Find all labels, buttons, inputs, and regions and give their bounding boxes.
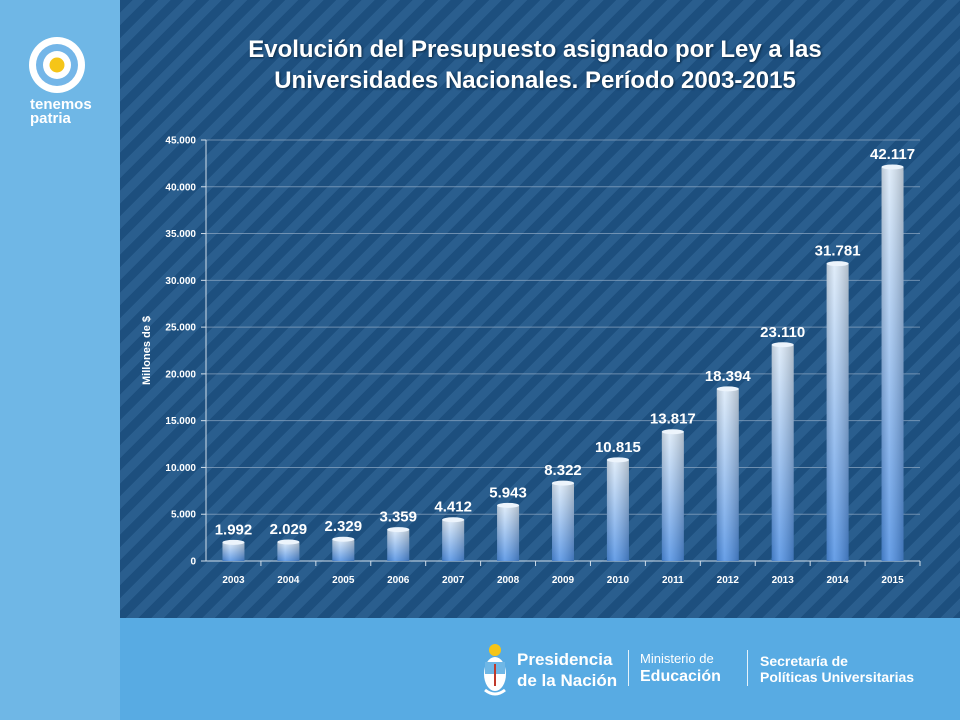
data-label: 1.992 xyxy=(215,521,253,538)
bar-top-cap xyxy=(442,517,465,523)
data-label: 42.117 xyxy=(870,146,915,163)
bar-shading xyxy=(277,542,300,561)
y-tick-label: 45.000 xyxy=(165,136,196,147)
chart-title-line2: Universidades Nacionales. Período 2003-2… xyxy=(274,67,796,94)
bar-top-cap xyxy=(826,261,849,267)
x-tick-label: 2005 xyxy=(332,575,355,586)
brand-line1: tenemos xyxy=(30,96,92,113)
bar-shading xyxy=(881,166,904,562)
y-tick-label: 30.000 xyxy=(165,276,196,287)
x-tick-label: 2008 xyxy=(497,575,520,586)
brand-text: tenemos patria xyxy=(30,96,92,127)
bar-shading xyxy=(552,483,574,561)
footer-bar: Presidencia de la Nación Ministerio de E… xyxy=(120,618,960,720)
data-label: 31.781 xyxy=(815,243,861,260)
x-tick-label: 2013 xyxy=(772,575,795,586)
data-label: 8.322 xyxy=(544,462,582,479)
data-label: 10.815 xyxy=(595,439,641,456)
y-tick-label: 25.000 xyxy=(165,323,196,334)
slide-main-area: Evolución del Presupuesto asignado por L… xyxy=(120,0,960,618)
bar-top-cap xyxy=(277,539,300,545)
x-tick-label: 2009 xyxy=(552,575,575,586)
secretaria-line1: Secretaría de xyxy=(760,653,848,669)
data-label: 2.329 xyxy=(325,518,363,535)
bar-shading xyxy=(442,519,465,561)
data-label: 2.029 xyxy=(270,521,308,538)
bar-shading xyxy=(222,542,245,561)
y-tick-label: 5.000 xyxy=(171,510,196,521)
data-label: 13.817 xyxy=(650,411,696,428)
x-tick-label: 2015 xyxy=(881,575,904,586)
data-label: 18.394 xyxy=(705,368,752,385)
bar-top-cap xyxy=(606,457,629,463)
y-tick-label: 35.000 xyxy=(165,229,196,240)
bar-top-cap xyxy=(222,539,245,545)
bar-top-cap xyxy=(771,342,794,348)
ministerio-line1: Ministerio de xyxy=(640,651,714,666)
x-tick-label: 2012 xyxy=(717,575,740,586)
ministerio-line2: Educación xyxy=(640,668,721,685)
y-tick-label: 0 xyxy=(190,557,196,568)
x-tick-label: 2006 xyxy=(387,575,410,586)
data-label: 3.359 xyxy=(379,509,417,526)
x-tick-label: 2007 xyxy=(442,575,465,586)
bar-top-cap xyxy=(387,527,410,533)
secretaria-line2: Políticas Universitarias xyxy=(760,669,915,685)
data-label: 23.110 xyxy=(760,324,805,341)
bar-top-cap xyxy=(332,536,355,542)
brand-line2: patria xyxy=(30,110,71,127)
y-tick-label: 10.000 xyxy=(165,463,196,474)
bar-shading xyxy=(771,344,794,561)
bar-top-cap xyxy=(881,164,904,170)
y-tick-label: 20.000 xyxy=(165,369,196,380)
data-label: 5.943 xyxy=(489,484,527,501)
y-tick-label: 40.000 xyxy=(165,182,196,193)
bar-shading xyxy=(826,263,849,561)
footer-divider xyxy=(628,650,629,686)
tenemos-patria-logo-icon xyxy=(29,37,85,93)
footer-divider xyxy=(747,650,748,686)
chart-title: Evolución del Presupuesto asignado por L… xyxy=(120,34,950,96)
bar-chart: 0 5.000 10.000 15.000 20.000 25.000 30.000 35.0… xyxy=(141,136,921,586)
bar-top-cap xyxy=(716,386,739,392)
presidencia-line2: de la Nación xyxy=(517,671,618,690)
bar-shading xyxy=(716,388,739,561)
bar-shading xyxy=(606,459,629,561)
bar-shading xyxy=(332,539,355,561)
chart-title-line1: Evolución del Presupuesto asignado por L… xyxy=(248,36,822,63)
x-tick-label: 2004 xyxy=(277,575,300,586)
x-tick-label: 2003 xyxy=(222,575,245,586)
bar-top-cap xyxy=(497,502,520,508)
data-label: 4.412 xyxy=(434,499,472,516)
coat-of-arms-icon xyxy=(484,644,506,696)
x-tick-label: 2011 xyxy=(662,575,684,586)
bar-top-cap xyxy=(552,480,574,486)
x-tick-label: 2014 xyxy=(826,575,849,586)
y-tick-label: 15.000 xyxy=(165,416,196,427)
bar-shading xyxy=(387,529,410,561)
bar-shading xyxy=(661,431,684,561)
x-tick-label: 2010 xyxy=(607,575,630,586)
sidebar: tenemos patria xyxy=(0,0,120,720)
presidencia-line1: Presidencia xyxy=(517,650,613,669)
y-axis-title: Millones de $ xyxy=(141,316,153,385)
bar-top-cap xyxy=(661,429,684,435)
bar-shading xyxy=(497,505,520,561)
